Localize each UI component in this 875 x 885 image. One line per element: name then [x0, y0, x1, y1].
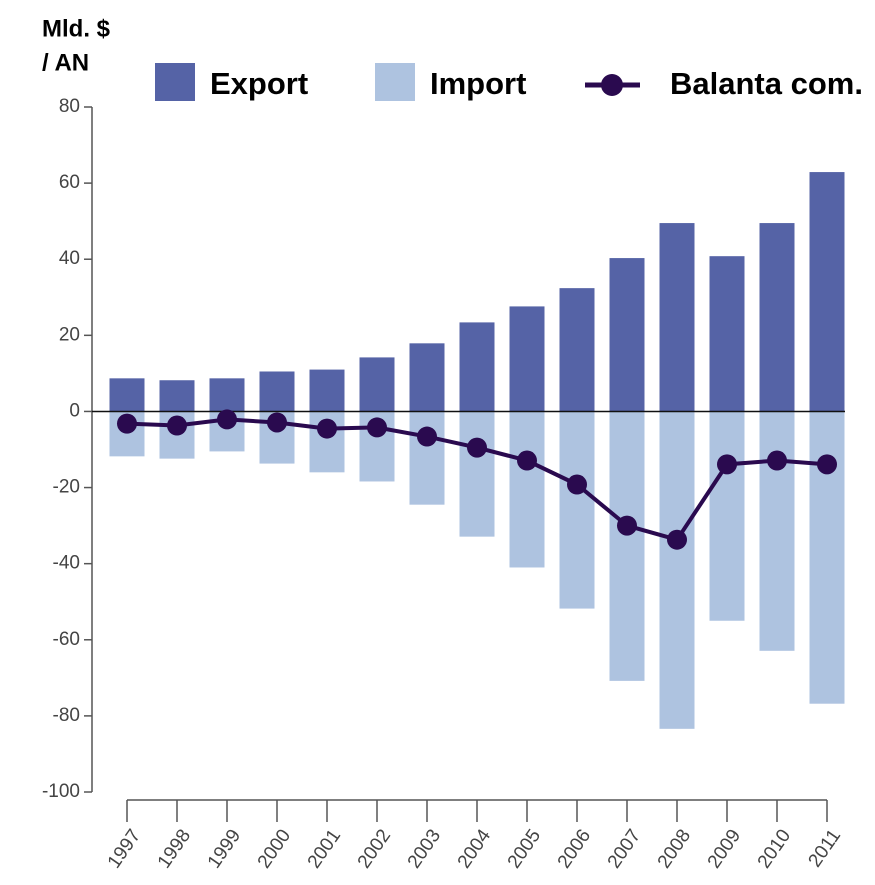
- bar: [159, 380, 195, 412]
- y-tick-label: -100: [42, 781, 80, 802]
- marker: [217, 409, 237, 430]
- bar: [609, 411, 645, 681]
- bar: [409, 343, 445, 412]
- y-label: / AN: [42, 49, 89, 76]
- marker: [667, 529, 687, 550]
- x-tick-label: 2011: [805, 826, 846, 872]
- bar: [559, 288, 595, 412]
- x-tick-label: 2005: [504, 826, 545, 873]
- y-tick-label: -80: [53, 705, 80, 726]
- legend-label: Import: [430, 66, 526, 101]
- bar: [259, 371, 295, 412]
- y-tick-label: -40: [53, 553, 80, 574]
- bar: [359, 357, 395, 412]
- x-tick-label: 2007: [604, 826, 645, 873]
- bar: [709, 256, 745, 412]
- x-tick-label: 2008: [654, 826, 695, 873]
- bar: [559, 411, 595, 609]
- marker: [517, 450, 537, 471]
- marker: [317, 418, 337, 439]
- x-tick-label: 1997: [104, 826, 145, 873]
- x-tick-label: 1998: [154, 826, 195, 873]
- x-tick-label: 2001: [304, 826, 345, 873]
- bar: [459, 411, 495, 537]
- x-tick-label: 2004: [454, 825, 496, 872]
- legend-swatch: [155, 63, 195, 101]
- marker: [367, 417, 387, 438]
- legend-label: Export: [210, 66, 308, 101]
- marker: [567, 474, 587, 495]
- y-tick-label: 40: [59, 248, 80, 269]
- x-tick-label: 2009: [704, 826, 745, 873]
- x-tick-label: 1999: [204, 826, 245, 873]
- marker: [117, 413, 137, 434]
- bar: [309, 369, 345, 412]
- bar: [409, 411, 445, 505]
- x-tick-label: 2003: [404, 826, 445, 873]
- x-tick-label: 2010: [754, 826, 795, 873]
- y-tick-label: -20: [53, 477, 80, 498]
- marker: [717, 454, 737, 475]
- legend-label: Balanta com.: [670, 66, 863, 101]
- bar: [659, 411, 695, 729]
- marker: [467, 437, 487, 458]
- marker: [767, 450, 787, 471]
- x-tick-label: 2006: [554, 826, 595, 873]
- y-tick-label: -60: [53, 629, 80, 650]
- bar: [609, 258, 645, 412]
- bar: [509, 306, 545, 412]
- bar: [209, 378, 245, 412]
- marker: [817, 454, 837, 475]
- bar: [709, 411, 745, 621]
- bar: [459, 322, 495, 412]
- marker: [417, 426, 437, 447]
- legend-swatch: [601, 74, 623, 96]
- bar: [659, 223, 695, 412]
- marker: [167, 415, 187, 436]
- x-tick-label: 2002: [354, 826, 395, 873]
- y-tick-label: 20: [59, 324, 80, 345]
- marker: [267, 412, 287, 433]
- bar: [759, 411, 795, 651]
- y-tick-label: 0: [69, 400, 80, 421]
- marker: [617, 515, 637, 536]
- y-tick-label: 80: [59, 96, 80, 117]
- x-tick-label: 2000: [254, 826, 295, 873]
- y-tick-label: 60: [59, 172, 80, 193]
- y-label: Mld. $: [42, 15, 111, 42]
- bar: [759, 223, 795, 412]
- legend-swatch: [375, 63, 415, 101]
- bar: [509, 411, 545, 568]
- bar: [109, 378, 145, 412]
- bar: [809, 172, 845, 412]
